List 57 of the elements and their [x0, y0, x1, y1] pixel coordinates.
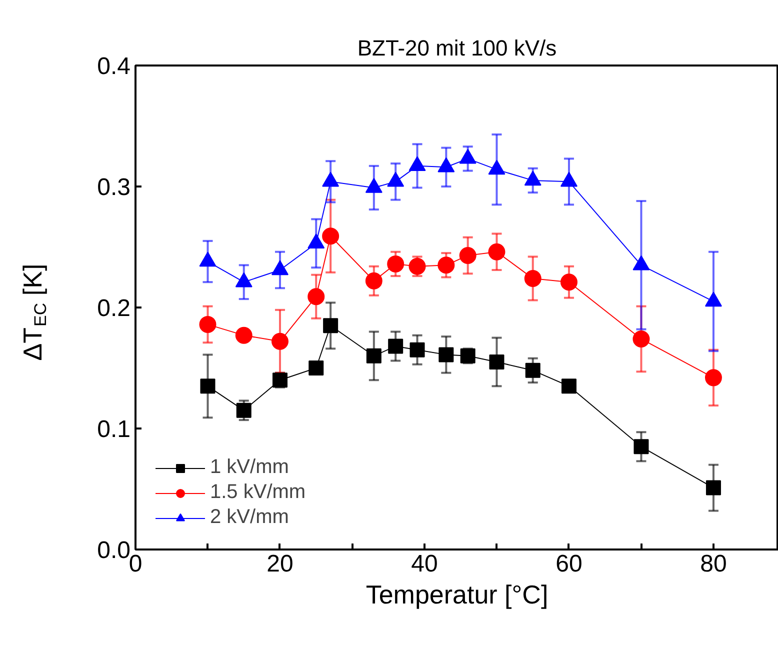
- legend-label: 2 kV/mm: [210, 506, 289, 529]
- point: [706, 480, 721, 496]
- x-tick-label: 60: [556, 550, 582, 578]
- point: [387, 172, 404, 187]
- point: [488, 243, 506, 260]
- point: [524, 270, 542, 287]
- y-axis-title: ΔTEC [K]: [18, 264, 50, 361]
- point: [525, 362, 540, 378]
- point: [561, 378, 576, 394]
- point: [365, 272, 382, 290]
- y-tick-label: 0.4: [97, 53, 131, 80]
- point: [388, 338, 404, 354]
- point: [236, 402, 252, 418]
- point: [438, 157, 455, 172]
- x-tick-label: 40: [411, 550, 438, 578]
- chart-title: BZT-20 mit 100 kV/s: [357, 36, 557, 60]
- point: [365, 178, 382, 193]
- point: [632, 330, 650, 348]
- y-tick-label: 0.0: [97, 537, 131, 564]
- point: [308, 288, 325, 306]
- x-axis-title: Temperatur [°C]: [366, 580, 548, 610]
- point: [235, 326, 252, 344]
- point: [308, 360, 324, 376]
- point: [704, 369, 722, 386]
- point: [200, 378, 216, 394]
- point: [459, 148, 476, 164]
- x-tick-label: 20: [266, 550, 294, 578]
- point: [488, 160, 506, 175]
- point: [271, 332, 288, 350]
- point: [632, 255, 650, 270]
- legend-label: 1 kV/mm: [210, 456, 289, 479]
- point: [560, 274, 578, 291]
- y-tick-label: 0.2: [97, 295, 131, 322]
- x-tick-label: 80: [700, 550, 727, 578]
- point: [410, 342, 425, 358]
- point: [408, 156, 426, 172]
- point: [524, 170, 542, 186]
- point: [199, 252, 216, 267]
- legend-label: 1.5 kV/mm: [210, 481, 306, 504]
- point: [199, 316, 216, 333]
- point: [235, 272, 252, 288]
- point: [489, 354, 504, 370]
- point: [387, 255, 404, 272]
- point: [366, 348, 382, 364]
- point: [271, 260, 288, 276]
- point: [438, 256, 455, 274]
- point: [323, 318, 338, 334]
- point: [322, 172, 340, 187]
- y-tick-label: 0.1: [97, 416, 131, 443]
- point: [438, 347, 454, 362]
- point: [634, 439, 649, 454]
- point: [459, 246, 476, 264]
- x-tick-label: 0: [128, 550, 142, 578]
- y-tick-label: 0.3: [97, 174, 131, 201]
- point: [308, 234, 325, 248]
- point: [704, 292, 722, 307]
- point: [560, 172, 578, 187]
